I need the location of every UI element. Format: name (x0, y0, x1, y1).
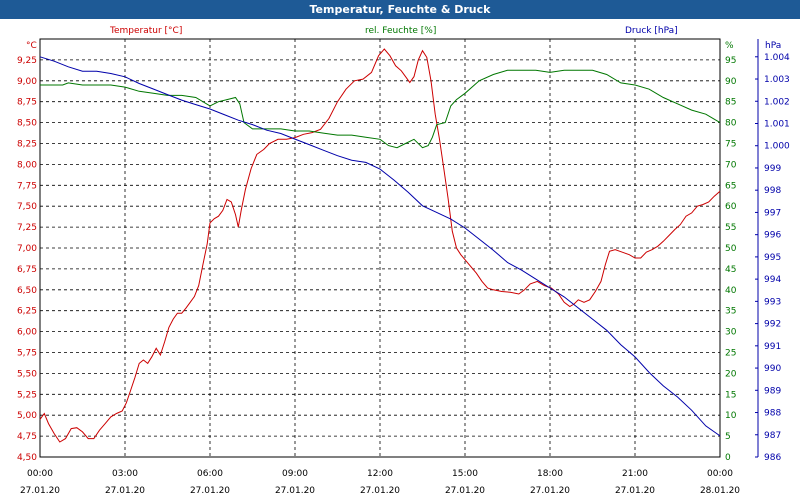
pressure-tick: 991 (764, 342, 781, 352)
humidity-tick: 50 (725, 244, 737, 254)
pressure-tick: 999 (764, 164, 781, 174)
chart: Temperatur [°C] rel. Feuchte [%] Druck [… (17, 26, 790, 496)
pressure-tick: 995 (764, 253, 781, 263)
x-tick-label: 18:00 (537, 469, 563, 479)
legend-pressure: Druck [hPa] (625, 26, 678, 36)
humidity-tick: 20 (725, 369, 737, 379)
series-line-pressure (39, 56, 721, 437)
pressure-tick: 996 (764, 231, 781, 241)
temperature-tick: 5,75 (17, 349, 37, 359)
pressure-tick: 988 (764, 409, 781, 419)
x-tick-label: 15:00 (452, 469, 478, 479)
x-tick-label: 00:00 (707, 469, 733, 479)
pressure-tick: 986 (764, 453, 781, 463)
pressure-tick: 993 (764, 297, 781, 307)
temperature-tick: 5,50 (17, 369, 37, 379)
temperature-tick: 4,75 (17, 432, 37, 442)
humidity-tick: 35 (725, 307, 736, 317)
humidity-tick: 80 (725, 119, 737, 129)
x-tick-label: 06:00 (197, 469, 223, 479)
temperature-tick: 6,25 (17, 307, 37, 317)
grid (40, 39, 720, 457)
temperature-tick: 8,75 (17, 98, 37, 108)
pressure-tick: 994 (764, 275, 781, 285)
legend-humidity: rel. Feuchte [%] (365, 26, 436, 36)
x-date-label: 27.01.20 (445, 486, 485, 496)
humidity-tick: 45 (725, 265, 736, 275)
x-tick-label: 21:00 (622, 469, 648, 479)
temperature-tick: 6,00 (17, 328, 37, 338)
x-date-label: 27.01.20 (190, 486, 230, 496)
temperature-tick: 9,00 (17, 77, 37, 87)
x-tick-label: 12:00 (367, 469, 393, 479)
temperature-tick: 6,75 (17, 265, 37, 275)
humidity-tick: 70 (725, 160, 737, 170)
temperature-tick: 8,00 (17, 160, 37, 170)
unit-temperature: °C (26, 41, 37, 51)
humidity-tick: 30 (725, 328, 737, 338)
humidity-tick: 95 (725, 56, 736, 66)
x-tick-label: 09:00 (282, 469, 308, 479)
temperature-tick: 7,25 (17, 223, 37, 233)
pressure-tick: 1.003 (764, 75, 790, 85)
x-date-label: 27.01.20 (275, 486, 315, 496)
legend-temperature: Temperatur [°C] (109, 26, 182, 36)
x-date-label: 27.01.20 (20, 486, 60, 496)
humidity-tick: 55 (725, 223, 736, 233)
pressure-tick: 1.001 (764, 119, 790, 129)
axes-layer: Temperatur [°C] rel. Feuchte [%] Druck [… (17, 26, 790, 496)
humidity-tick: 40 (725, 286, 737, 296)
temperature-tick: 7,50 (17, 202, 37, 212)
x-tick-label: 03:00 (112, 469, 138, 479)
humidity-tick: 90 (725, 77, 737, 87)
humidity-tick: 60 (725, 202, 737, 212)
temperature-tick: 4,50 (17, 453, 37, 463)
humidity-tick: 85 (725, 98, 736, 108)
humidity-tick: 65 (725, 181, 736, 191)
temperature-tick: 5,25 (17, 390, 37, 400)
pressure-tick: 1.004 (764, 53, 790, 63)
temperature-tick: 9,25 (17, 56, 37, 66)
pressure-tick: 998 (764, 186, 781, 196)
temperature-tick: 8,50 (17, 119, 37, 129)
unit-humidity: % (725, 41, 734, 51)
window-title: Temperatur, Feuchte & Druck (0, 0, 800, 19)
humidity-tick: 25 (725, 349, 736, 359)
pressure-tick: 1.002 (764, 97, 790, 107)
temperature-tick: 5,00 (17, 411, 37, 421)
x-date-label: 27.01.20 (360, 486, 400, 496)
humidity-tick: 0 (725, 453, 731, 463)
pressure-tick: 989 (764, 386, 781, 396)
x-date-label: 27.01.20 (615, 486, 655, 496)
humidity-tick: 5 (725, 432, 731, 442)
humidity-tick: 75 (725, 140, 736, 150)
humidity-tick: 10 (725, 411, 737, 421)
x-date-label: 27.01.20 (105, 486, 145, 496)
pressure-tick: 987 (764, 431, 781, 441)
x-date-label: 27.01.20 (530, 486, 570, 496)
temperature-tick: 7,75 (17, 181, 37, 191)
series-line-humidity (40, 69, 721, 149)
pressure-tick: 992 (764, 320, 781, 330)
pressure-tick: 1.000 (764, 142, 790, 152)
temperature-tick: 6,50 (17, 286, 37, 296)
temperature-tick: 8,25 (17, 140, 37, 150)
x-tick-label: 00:00 (27, 469, 53, 479)
x-date-label: 28.01.20 (700, 486, 740, 496)
unit-pressure: hPa (765, 41, 781, 51)
pressure-tick: 990 (764, 364, 781, 374)
humidity-tick: 15 (725, 390, 736, 400)
series-line-temperature (39, 48, 721, 443)
temperature-tick: 7,00 (17, 244, 37, 254)
pressure-tick: 997 (764, 208, 781, 218)
series-layer (39, 48, 721, 443)
